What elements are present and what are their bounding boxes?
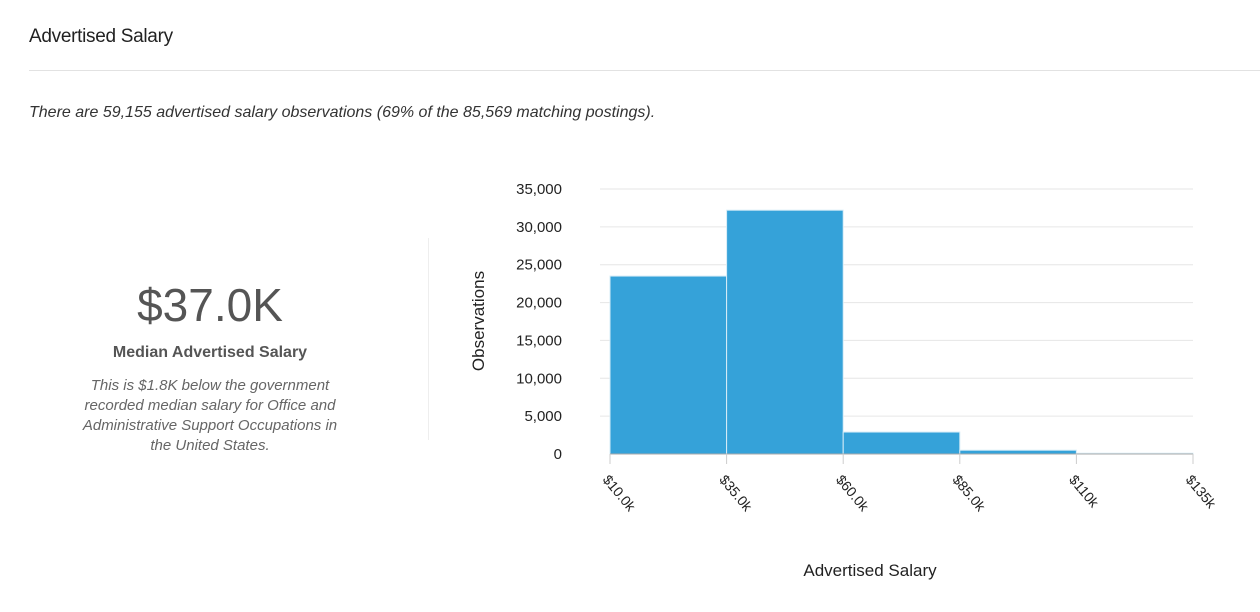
- y-tick-label: 20,000: [516, 295, 562, 312]
- y-tick-label: 15,000: [516, 332, 562, 349]
- histogram-bar: [959, 449, 1077, 455]
- x-tick-label: $135k: [1183, 472, 1220, 512]
- y-tick-label: 35,000: [516, 181, 562, 198]
- section-title: Advertised Salary: [29, 26, 173, 47]
- summary-text: There are 59,155 advertised salary obser…: [29, 104, 656, 121]
- histogram-bar: [842, 431, 961, 455]
- divider: [29, 70, 1260, 71]
- x-tick-label: $35.0k: [716, 472, 756, 515]
- x-tick-label: $85.0k: [950, 472, 990, 515]
- y-tick-label: 30,000: [516, 219, 562, 236]
- median-note: This is $1.8K below the government recor…: [82, 377, 338, 454]
- x-tick-label: $10.0k: [600, 472, 640, 515]
- y-tick-label: 0: [554, 446, 562, 463]
- x-axis-label: Advertised Salary: [803, 561, 937, 580]
- y-tick-label: 25,000: [516, 257, 562, 274]
- x-tick-label: $60.0k: [833, 472, 873, 515]
- vertical-divider: [428, 238, 429, 440]
- histogram-bar: [609, 275, 728, 455]
- y-tick-label: 5,000: [524, 408, 562, 425]
- median-label: Median Advertised Salary: [112, 344, 308, 361]
- y-tick-label: 10,000: [516, 370, 562, 387]
- median-value: $37.0K: [137, 279, 283, 331]
- x-tick-label: $110k: [1066, 472, 1103, 511]
- y-axis-label: Observations: [469, 271, 488, 371]
- histogram-bar: [726, 209, 844, 455]
